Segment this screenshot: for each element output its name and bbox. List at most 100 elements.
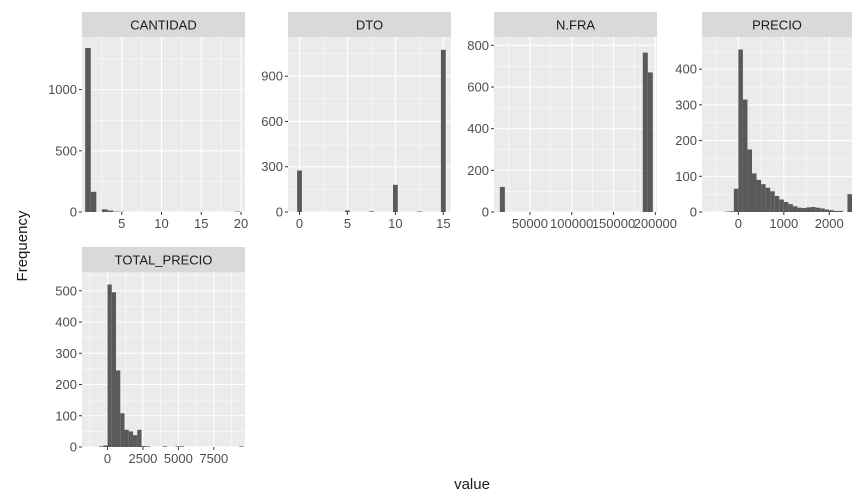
histogram-bar [770, 191, 775, 212]
histogram-bars [499, 52, 653, 212]
y-tick-label: 800 [467, 38, 489, 53]
x-tick-label: 1000 [769, 216, 798, 231]
histogram-bar [107, 210, 114, 212]
facet-panel-background [82, 37, 245, 212]
histogram-bar [392, 184, 398, 212]
facet-gridlines [494, 37, 657, 212]
histogram-bar [175, 446, 180, 447]
x-tick-label: 20 [234, 216, 248, 231]
histogram-bar [747, 149, 752, 212]
histogram-bar [85, 48, 91, 212]
histogram-bar [345, 210, 350, 212]
histogram-bar [788, 204, 793, 212]
histogram-bar [124, 429, 129, 447]
facet-cantidad: CANTIDAD 0 500 1000 5 10 15 20 [48, 12, 248, 231]
facet-strip-label: PRECIO [752, 18, 802, 33]
y-tick-label: 400 [675, 62, 697, 77]
y-tick-label: 100 [55, 408, 77, 423]
histogram-bar [96, 212, 102, 213]
histogram-bar [729, 211, 734, 212]
facet-strip [494, 12, 657, 37]
histogram-bar [761, 184, 766, 212]
histogram-bar [752, 173, 757, 212]
y-tick-label: 200 [55, 377, 77, 392]
y-tick-label: 0 [70, 205, 77, 220]
y-tick-label: 400 [55, 315, 77, 330]
histogram-bar [724, 211, 730, 212]
histogram-bar [774, 195, 780, 212]
histogram-bar [806, 207, 812, 212]
x-tick-label: 2500 [128, 451, 157, 466]
facet-panel-background [82, 272, 245, 447]
x-tick-label: 7500 [199, 451, 228, 466]
histogram-bar [756, 179, 762, 212]
histogram-bar [797, 207, 802, 212]
y-tick-label: 0 [276, 205, 283, 220]
x-tick-label: 5000 [164, 451, 193, 466]
histogram-bar [116, 370, 121, 447]
facet-strip-label: N.FRA [556, 18, 595, 33]
x-tick-label: 0 [735, 216, 742, 231]
histogram-bars [297, 49, 446, 212]
y-axis-title: Frequency [14, 210, 31, 281]
histogram-bar [369, 211, 374, 212]
facet-strip [288, 12, 451, 37]
facet-strip [702, 12, 852, 37]
facet-strip-label: TOTAL_PRECIO [115, 253, 213, 268]
histogram-bars [85, 48, 241, 213]
x-tick-label: 10 [388, 216, 402, 231]
y-tick-label: 0 [70, 440, 77, 455]
histogram-bar [499, 187, 505, 212]
y-tick-label: 500 [55, 143, 77, 158]
histogram-bar [820, 208, 825, 212]
facet-panel-background [494, 37, 657, 212]
x-tick-label: 15 [194, 216, 208, 231]
histogram-bar [792, 206, 798, 212]
y-tick-label: 100 [675, 169, 697, 184]
facet-strip [82, 12, 245, 37]
y-tick-label: 600 [467, 80, 489, 95]
x-tick-label: 15 [436, 216, 450, 231]
histogram-bar [113, 211, 119, 212]
histogram-bar [738, 49, 743, 212]
x-tick-label: 0 [104, 451, 111, 466]
histogram-bar [642, 52, 648, 212]
histogram-bar [742, 99, 748, 212]
histogram-bar [297, 170, 302, 212]
facet-dto: DTO 0 300 600 900 0 5 10 15 [261, 12, 451, 231]
facet-strip-label: DTO [356, 18, 383, 33]
x-tick-label: 150000 [592, 216, 635, 231]
y-tick-label: 900 [261, 69, 283, 84]
y-tick-label: 500 [55, 283, 77, 298]
histogram-bar [765, 187, 771, 212]
histogram-bar [120, 413, 125, 447]
histogram-bar [847, 194, 852, 212]
facet-panel-background [288, 37, 451, 212]
histogram-bar [824, 209, 830, 212]
y-tick-label: 300 [675, 97, 697, 112]
histogram-bar [802, 208, 807, 212]
histogram-bars [724, 49, 852, 212]
y-tick-label: 300 [261, 159, 283, 174]
histogram-bar [829, 210, 834, 212]
y-tick-label: 400 [467, 121, 489, 136]
histogram-bar [162, 446, 168, 447]
x-tick-label: 10 [154, 216, 168, 231]
histogram-bar [779, 199, 784, 212]
histogram-bar [783, 202, 789, 212]
histogram-bar [234, 211, 241, 212]
x-tick-label: 50000 [512, 216, 548, 231]
y-tick-label: 0 [690, 205, 697, 220]
histogram-bars [99, 284, 244, 447]
y-tick-label: 1000 [48, 82, 77, 97]
y-tick-label: 200 [467, 163, 489, 178]
x-tick-label: 0 [296, 216, 303, 231]
x-tick-label: 5 [344, 216, 351, 231]
histogram-bar [440, 49, 446, 212]
facet-panel-background [702, 37, 852, 212]
histogram-bar [107, 284, 112, 447]
histogram-bar [838, 210, 843, 212]
